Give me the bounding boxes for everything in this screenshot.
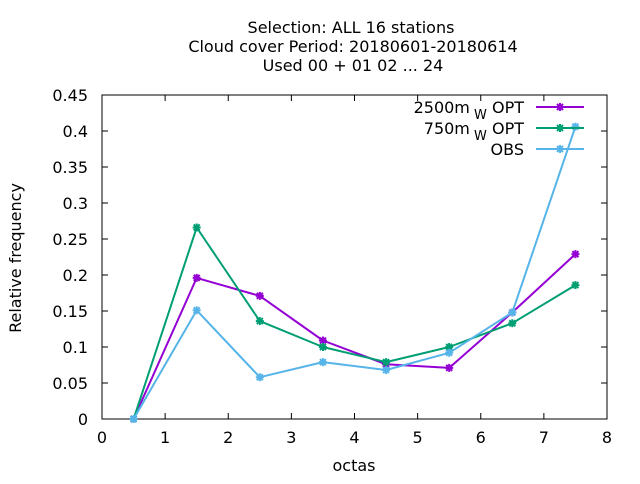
y-tick-label: 0.05 bbox=[52, 374, 88, 393]
legend-marker bbox=[556, 124, 564, 132]
axes: 0 1 2 3 4 5 6 7 8 0 0.05 0.1 0.15 0.2 0.25 0.3 0.35 0.4 0.… bbox=[52, 86, 612, 447]
data-point bbox=[382, 358, 391, 367]
x-tick-label: 7 bbox=[539, 428, 549, 447]
series-3 bbox=[129, 122, 580, 423]
x-tick-label: 5 bbox=[413, 428, 423, 447]
chart-title: Selection: ALL 16 stations Cloud cover P… bbox=[188, 18, 517, 75]
data-point bbox=[571, 122, 580, 131]
legend-entry: OBS bbox=[491, 140, 584, 159]
legend-entry: 2500m W OPT bbox=[414, 98, 584, 123]
data-point bbox=[382, 366, 391, 375]
x-tick-label: 4 bbox=[349, 428, 359, 447]
legend-label: OBS bbox=[491, 140, 524, 159]
y-tick-label: 0 bbox=[78, 410, 88, 429]
y-tick-label: 0.15 bbox=[52, 302, 88, 321]
x-tick-label: 2 bbox=[223, 428, 233, 447]
y-axis-label: Relative frequency bbox=[6, 183, 25, 333]
data-point bbox=[571, 281, 580, 290]
data-point bbox=[255, 317, 264, 326]
data-point bbox=[192, 273, 201, 282]
y-tick-label: 0.1 bbox=[63, 338, 88, 357]
title-line-1: Selection: ALL 16 stations bbox=[248, 18, 455, 37]
x-tick-label: 6 bbox=[476, 428, 486, 447]
data-point bbox=[192, 306, 201, 315]
legend-label: 2500m W OPT bbox=[414, 98, 525, 123]
y-tick-label: 0.45 bbox=[52, 86, 88, 105]
title-line-2: Cloud cover Period: 20180601-20180614 bbox=[188, 37, 517, 56]
y-tick-label: 0.35 bbox=[52, 158, 88, 177]
title-line-3: Used 00 + 01 02 ... 24 bbox=[263, 56, 444, 75]
data-point bbox=[318, 358, 327, 367]
x-tick-label: 1 bbox=[160, 428, 170, 447]
x-tick-label: 0 bbox=[97, 428, 107, 447]
data-point bbox=[129, 415, 138, 423]
y-tick-label: 0.3 bbox=[63, 194, 88, 213]
y-tick-label: 0.4 bbox=[63, 122, 88, 141]
series-1 bbox=[129, 250, 580, 423]
x-axis-label: octas bbox=[333, 456, 376, 475]
y-tick-label: 0.25 bbox=[52, 230, 88, 249]
y-tick-label: 0.2 bbox=[63, 266, 88, 285]
x-tick-label: 3 bbox=[286, 428, 296, 447]
data-point bbox=[571, 250, 580, 259]
data-point bbox=[255, 373, 264, 382]
series-line bbox=[132, 126, 577, 420]
data-point bbox=[508, 319, 517, 328]
series-lines bbox=[129, 122, 580, 423]
data-point bbox=[255, 291, 264, 300]
series-2 bbox=[129, 223, 580, 423]
data-point bbox=[318, 343, 327, 351]
legend-marker bbox=[556, 103, 564, 111]
legend-marker bbox=[556, 145, 564, 153]
data-point bbox=[445, 363, 454, 372]
x-tick-label: 8 bbox=[602, 428, 612, 447]
data-point bbox=[192, 223, 201, 232]
series-line bbox=[132, 226, 576, 420]
legend-label: 750m W OPT bbox=[424, 119, 524, 144]
data-point bbox=[445, 348, 454, 357]
series-line bbox=[132, 253, 577, 420]
legend-entry: 750m W OPT bbox=[424, 119, 584, 144]
data-point bbox=[508, 308, 517, 317]
